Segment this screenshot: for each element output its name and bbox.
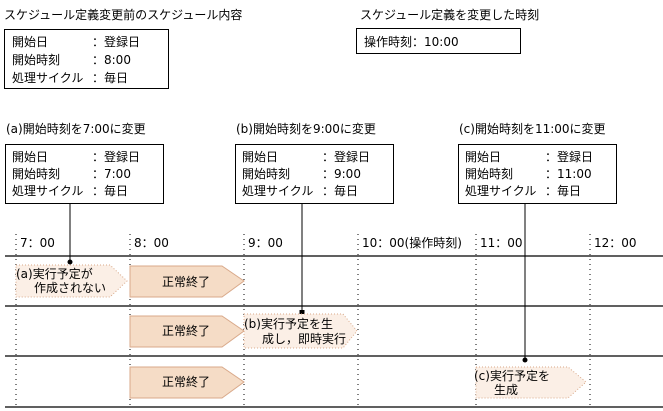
case-value: ：毎日 (322, 183, 358, 198)
connector-c-dot (522, 357, 528, 363)
case-box (235, 144, 394, 204)
planned-block-c (475, 366, 587, 399)
time-tick-label: 7：00 (20, 236, 55, 250)
time-tick-label: 10：00(操作時刻) (362, 235, 462, 250)
note-c-line1: (c)実行予定を (474, 368, 550, 383)
case-key: 処理サイクル (242, 184, 313, 198)
case-key: 処理サイクル (465, 184, 536, 198)
case-key: 開始時刻 (242, 167, 290, 181)
time-tick-label: 8：00 (134, 236, 169, 250)
note-b-line2: 成し，即時実行 (262, 331, 346, 346)
case-key: 処理サイクル (12, 184, 83, 198)
before-box (4, 29, 169, 89)
completed-label: 正常終了 (162, 374, 210, 389)
before-key: 処理サイクル (12, 71, 83, 85)
case-key: 開始時刻 (465, 167, 513, 181)
change-value: 操作時刻：10:00 (364, 34, 459, 49)
before-value: ：毎日 (92, 70, 128, 85)
time-tick-label: 11：00 (480, 236, 523, 250)
time-tick-label: 12：00 (594, 236, 637, 250)
before-value: ：登録日 (92, 34, 140, 49)
note-c-line2: 生成 (494, 383, 518, 397)
completed-block (129, 315, 245, 348)
change-title: スケジュール定義を変更した時刻 (360, 7, 539, 22)
note-a-line2: 作成されない (34, 281, 106, 295)
time-tick-label: 9：00 (248, 236, 283, 250)
note-a-line1: (a)実行予定が (16, 266, 93, 281)
planned-block-b (243, 313, 358, 349)
case-value: ：毎日 (92, 183, 128, 198)
note-b-line1: (b)実行予定を生 (244, 316, 333, 331)
completed-label: 正常終了 (162, 323, 210, 338)
planned-block-a (15, 264, 128, 298)
case-value: ：登録日 (545, 149, 593, 164)
case-label: (a)開始時刻を7:00に変更 (6, 121, 146, 136)
case-key: 開始日 (12, 150, 48, 164)
completed-label: 正常終了 (162, 274, 210, 289)
case-value: ：11:00 (545, 167, 592, 181)
change-box (356, 28, 521, 54)
connector-b-dot (299, 310, 305, 315)
case-value: ：登録日 (92, 149, 140, 164)
connector-a-dot (67, 259, 73, 265)
case-key: 開始日 (465, 150, 501, 164)
before-key: 開始日 (12, 35, 48, 49)
before-key: 開始時刻 (12, 53, 60, 67)
case-label: (c)開始時刻を11:00に変更 (459, 121, 606, 136)
before-title: スケジュール定義変更前のスケジュール内容 (4, 7, 242, 22)
case-label: (b)開始時刻を9:00に変更 (236, 121, 376, 136)
case-key: 開始日 (242, 150, 278, 164)
case-key: 開始時刻 (12, 167, 60, 181)
case-value: ：7:00 (92, 167, 131, 181)
case-value: ：9:00 (322, 167, 361, 181)
completed-block (129, 366, 245, 399)
case-box (458, 144, 617, 204)
completed-block (129, 265, 245, 298)
case-box (5, 144, 164, 204)
before-value: ：8:00 (92, 53, 131, 67)
case-value: ：登録日 (322, 149, 370, 164)
case-value: ：毎日 (545, 183, 581, 198)
